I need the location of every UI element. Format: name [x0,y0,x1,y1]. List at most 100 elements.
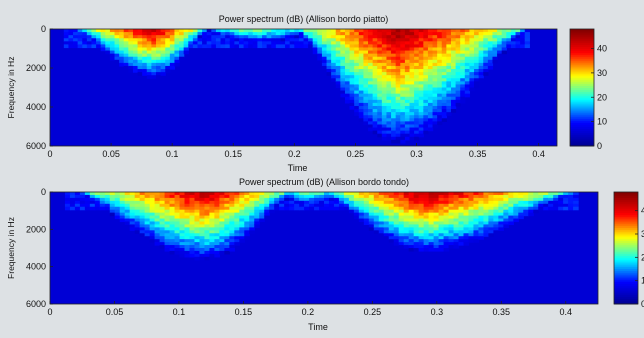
colorbar-step [570,75,594,79]
heatmap-cell [174,47,180,52]
heatmap-cell [119,29,125,33]
heatmap-cell [321,35,328,39]
heatmap-cell [209,212,215,217]
heatmap-cell [335,69,341,73]
heatmap-cell [408,245,415,249]
heatmap-cell [441,44,447,49]
heatmap-cell [403,230,410,234]
heatmap-cell [543,200,549,205]
heatmap-cell [154,230,161,234]
heatmap-cell [326,41,332,45]
heatmap-cell [257,29,263,33]
heatmap-cell [460,29,466,33]
colorbar-step [570,116,594,120]
heatmap-cell [264,192,270,196]
heatmap-cell [344,44,351,49]
heatmap-cell [458,239,465,243]
heatmap-cell [96,35,102,39]
heatmap-cell [244,192,250,196]
heatmap-cell [381,56,388,61]
heatmap-cell [165,38,171,42]
heatmap-cell [229,41,235,45]
heatmap-cell [134,221,141,226]
heatmap-cell [478,38,484,42]
heatmap-cell [438,215,445,220]
heatmap-cell [252,29,259,33]
heatmap-cell [338,206,345,211]
heatmap-cell [414,56,420,61]
heatmap-cell [409,32,415,36]
heatmap-cell [64,206,71,211]
heatmap-cell [146,32,152,36]
heatmap-cell [432,62,438,67]
heatmap-cell [335,72,341,76]
heatmap-cell [432,32,438,36]
heatmap-cell [483,38,489,42]
colorbar-step [570,34,594,38]
heatmap-cell [354,47,360,52]
heatmap-cell [160,53,166,58]
heatmap-cell [358,90,365,95]
heatmap-cell [409,87,415,92]
heatmap-cell [128,38,134,42]
heatmap-cell [381,53,388,58]
heatmap-cell [298,35,305,39]
heatmap-cell [154,203,161,208]
heatmap-cell [377,96,383,101]
heatmap-cell [349,87,355,92]
heatmap-cell [478,206,485,211]
heatmap-cell [174,227,181,231]
heatmap-cell [414,47,420,52]
heatmap-cell [409,50,415,55]
heatmap-cell [96,29,102,33]
heatmap-cell [418,212,425,217]
heatmap-cell [377,53,383,58]
heatmap-cell [381,133,388,138]
heatmap-cell [441,41,447,45]
heatmap-cell [403,236,410,240]
heatmap-cell [404,78,411,82]
heatmap-cell [354,59,360,64]
heatmap-cell [423,209,430,214]
heatmap-cell [381,90,388,95]
heatmap-cell [487,35,494,39]
heatmap-cell [433,236,440,240]
heatmap-cell [403,194,410,199]
heatmap-cell [428,197,435,202]
heatmap-cell [414,105,420,110]
heatmap-cell [388,192,395,196]
heatmap-cell [146,56,152,61]
heatmap-cell [558,203,564,208]
heatmap-cell [414,65,420,70]
colorbar-step [614,261,638,264]
heatmap-cell [109,44,116,49]
colorbar-step [570,32,594,36]
heatmap-cell [314,194,320,199]
heatmap-cell [164,221,171,226]
heatmap-cell [404,72,411,76]
heatmap-cell [124,221,131,226]
heatmap-cell [423,32,429,36]
heatmap-cell [395,102,401,107]
heatmap-cell [381,130,388,135]
heatmap-cell [179,194,186,199]
heatmap-cell [528,197,534,202]
heatmap-cell [377,38,383,42]
heatmap-cell [377,93,383,98]
heatmap-cell [446,38,452,42]
colorbar-step [614,203,638,206]
heatmap-cell [469,47,475,52]
heatmap-cell [404,65,411,70]
heatmap-cell [478,221,485,226]
heatmap-cell [453,224,460,228]
heatmap-cell [388,230,395,234]
heatmap-cell [437,105,443,110]
heatmap-cell [146,50,152,55]
colorbar-step [614,206,638,210]
heatmap-cell [453,200,460,205]
heatmap-cell [344,35,351,39]
heatmap-cell [409,93,415,98]
heatmap-cell [437,102,443,107]
heatmap-cell [151,50,157,55]
heatmap-cell [498,224,504,228]
